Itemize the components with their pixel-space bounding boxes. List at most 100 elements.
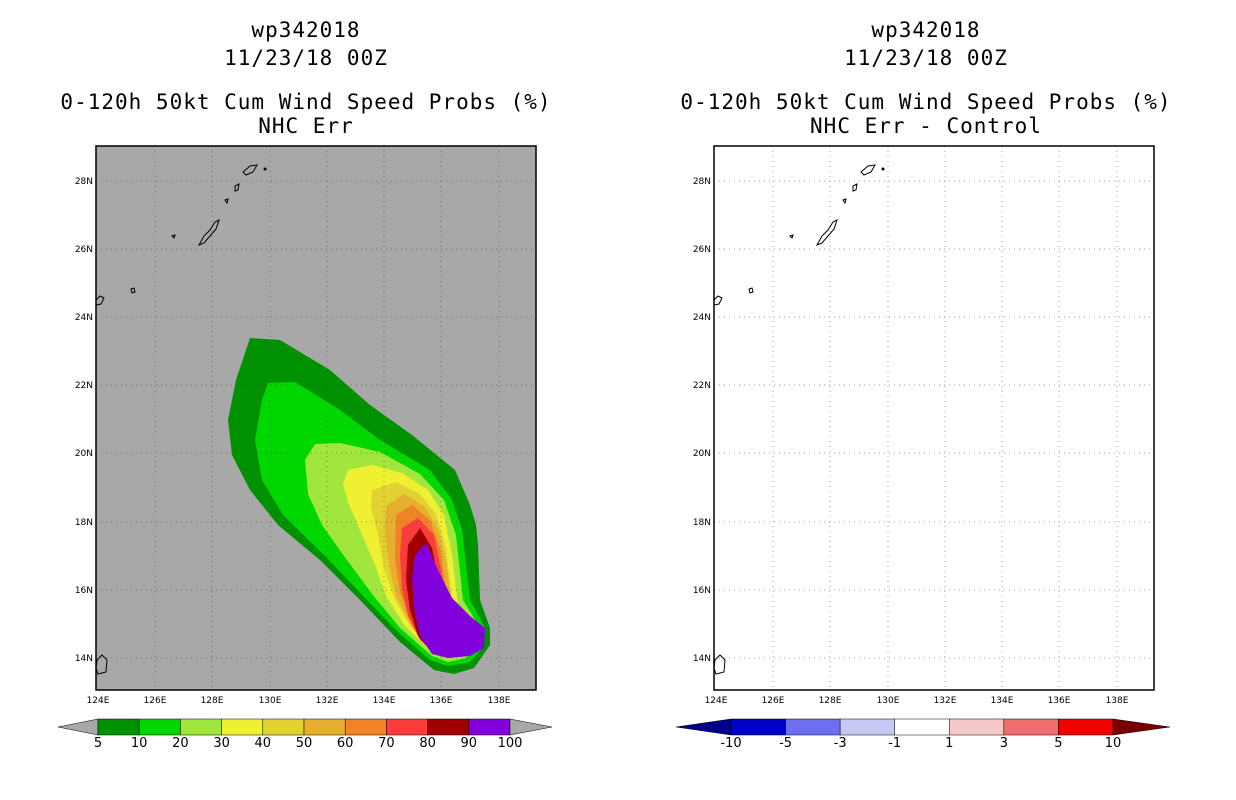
lon-tick-label: 136E [1048,696,1071,706]
colorbar-box [221,718,264,736]
lat-tick-label: 14N [75,654,93,664]
left-product-title: 0-120h 50kt Cum Wind Speed Probs (%) [60,90,552,114]
island-small-d [789,234,794,239]
island-small-c [842,198,847,205]
left-colorbar-boxes [97,718,511,736]
left-axis-labels: 124E 126E 128E 130E 132E 134E 136E 138E 14N 16N 18… [75,177,511,706]
colorbar-label: 50 [295,736,313,751]
left-subtitle: NHC Err [258,114,354,138]
colorbar-box [894,718,950,736]
lon-tick-label: 134E [991,696,1014,706]
colorbar-box [1058,718,1114,736]
lon-tick-label: 136E [430,696,453,706]
right-colorbar-high-arrow [1112,718,1171,736]
island-dot [881,167,885,171]
right-colorbar [675,718,1171,736]
colorbar-label: 20 [172,736,189,751]
colorbar-label: -1 [888,736,902,751]
right-product-title: 0-120h 50kt Cum Wind Speed Probs (%) [680,90,1172,114]
colorbar-label: 1 [945,736,954,751]
island-small-a [242,164,258,176]
island-small-c [224,198,229,205]
lon-tick-label: 138E [488,696,511,706]
colorbar-label: -5 [779,736,793,751]
lat-tick-label: 28N [693,177,711,187]
colorbar-label: 3 [999,736,1008,751]
lon-tick-label: 126E [144,696,167,706]
island-small-b [852,183,858,192]
left-storm-id: wp342018 [251,18,361,42]
lon-tick-label: 134E [373,696,396,706]
colorbar-label: 10 [130,736,148,751]
island-dot [263,167,267,171]
colorbar-label: 80 [419,736,436,751]
lat-tick-label: 16N [693,586,711,596]
colorbar-box [785,718,841,736]
left-colorbar-high-arrow [509,718,553,736]
lat-tick-label: 14N [693,654,711,664]
colorbar-label: -3 [833,736,847,751]
lon-tick-label: 124E [87,696,110,706]
island-small-e [748,287,754,294]
lon-tick-label: 130E [877,696,900,706]
right-title-block: wp342018 11/23/18 00Z 0-120h 50kt Cum Wi… [676,16,1176,140]
island-small-b [234,183,240,192]
island-okinawa [197,219,220,246]
colorbar-label: 90 [460,736,478,751]
contour-90 [412,543,485,658]
lat-tick-label: 24N [693,313,711,323]
colorbar-box [1003,718,1059,736]
island-okinawa [815,219,838,246]
lat-tick-label: 18N [693,518,711,528]
lon-tick-label: 138E [1106,696,1129,706]
right-map-background [714,146,1154,690]
right-axis-labels: 124E 126E 128E 130E 132E 134E 136E 138E 14N 16N 18… [693,177,1129,706]
lat-tick-label: 22N [693,381,711,391]
colorbar-label: 10 [1104,736,1122,751]
left-colorbar-low-arrow [57,718,99,736]
colorbar-label: 100 [497,736,523,751]
right-islands [713,164,885,675]
colorbar-label: 60 [336,736,354,751]
lat-tick-label: 24N [75,313,93,323]
probability-contours [228,338,490,674]
lat-tick-label: 26N [75,245,93,255]
colorbar-box [97,718,140,736]
lat-tick-label: 16N [75,586,93,596]
left-map: 124E 126E 128E 130E 132E 134E 136E 138E 14N 16N 18… [75,145,537,706]
colorbar-box [138,718,181,736]
colorbar-label: 5 [1054,736,1063,751]
colorbar-box [839,718,895,736]
lon-tick-label: 124E [705,696,728,706]
right-datetime: 11/23/18 00Z [844,46,1008,70]
colorbar-label: -10 [720,736,742,751]
lat-tick-label: 20N [693,449,711,459]
lon-tick-label: 130E [259,696,282,706]
colorbar-box [180,718,222,736]
lon-tick-label: 126E [762,696,785,706]
lon-tick-label: 132E [934,696,957,706]
lat-tick-label: 20N [75,449,93,459]
colorbar-label: 70 [378,736,395,751]
colorbar-box [427,718,470,736]
right-map-frame [713,145,1155,691]
right-storm-id: wp342018 [871,18,981,42]
lon-tick-label: 128E [819,696,842,706]
colorbar-label: 40 [254,736,272,751]
right-grid-lines [714,146,1154,690]
left-map-frame [95,145,537,691]
lon-tick-label: 128E [201,696,224,706]
left-colorbar [57,718,553,736]
colorbar-box [468,718,511,736]
lon-tick-label: 132E [316,696,339,706]
lat-tick-label: 26N [693,245,711,255]
lat-tick-label: 28N [75,177,93,187]
colorbar-box [344,718,387,736]
right-colorbar-low-arrow [675,718,732,736]
island-small-a [860,164,876,176]
colorbar-box [949,718,1005,736]
right-colorbar-boxes [730,718,1114,736]
colorbar-label: 30 [213,736,230,751]
right-subtitle: NHC Err - Control [810,114,1042,138]
